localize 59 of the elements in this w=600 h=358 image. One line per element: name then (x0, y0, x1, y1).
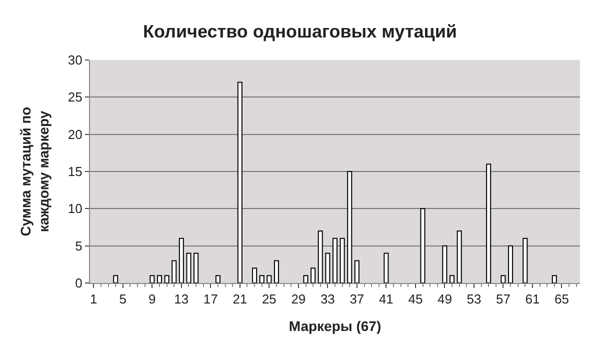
bar (178, 238, 184, 283)
bar (522, 238, 528, 283)
x-tick-label: 13 (174, 292, 189, 307)
bar (303, 275, 308, 283)
bar (266, 275, 272, 283)
bar (164, 275, 170, 283)
bar (552, 275, 557, 283)
x-tick-label: 17 (203, 292, 218, 307)
x-axis-title: Маркеры (67) (288, 318, 382, 334)
x-tick-label: 29 (291, 292, 306, 307)
x-tick-label: 41 (378, 292, 394, 307)
bar (500, 275, 506, 283)
bar (508, 245, 514, 283)
x-tick-label: 53 (466, 292, 482, 307)
x-tick-label: 37 (350, 292, 364, 307)
x-tick-label: 9 (148, 292, 156, 307)
bar (259, 275, 264, 283)
bar (420, 208, 426, 283)
bar (442, 245, 448, 283)
x-tick-label: 65 (554, 292, 569, 307)
x-tick-label: 57 (496, 292, 510, 307)
bar (486, 164, 492, 283)
bar (325, 252, 330, 283)
chart-title: Количество одношаговых мутаций (142, 22, 458, 42)
bar (450, 275, 455, 283)
bar (310, 268, 316, 283)
y-tick-label: 30 (68, 52, 82, 68)
y-tick-label: 15 (68, 164, 82, 180)
x-tick-label: 1 (90, 292, 98, 307)
bar (237, 82, 242, 283)
bar (113, 275, 118, 283)
bar (215, 275, 220, 283)
y-tick-label: 0 (75, 276, 82, 291)
bar (172, 260, 177, 283)
x-tick-label: 61 (525, 292, 540, 307)
bar (194, 252, 199, 283)
y-tick-label: 5 (75, 238, 82, 254)
x-tick-label: 5 (119, 292, 127, 307)
bar (456, 230, 462, 283)
y-axis-title: Сумма мутаций по каждому маркеру (17, 106, 52, 236)
bar (384, 252, 389, 283)
bar (347, 171, 352, 283)
bar (252, 268, 258, 283)
x-tick-label: 25 (262, 292, 276, 307)
x-tick-label: 49 (437, 292, 452, 307)
bar (156, 275, 162, 283)
x-tick-label: 21 (232, 292, 248, 307)
bar (340, 238, 345, 283)
bar (274, 260, 279, 283)
bar (150, 275, 155, 283)
y-tick-label: 20 (68, 126, 82, 142)
y-tick-label: 10 (68, 201, 82, 216)
bar (318, 230, 323, 283)
bar (332, 238, 338, 283)
x-tick-label: 33 (320, 292, 335, 307)
bar (186, 252, 192, 283)
x-tick-label: 45 (408, 292, 423, 307)
y-tick-label: 25 (68, 90, 82, 105)
bar (354, 260, 360, 283)
